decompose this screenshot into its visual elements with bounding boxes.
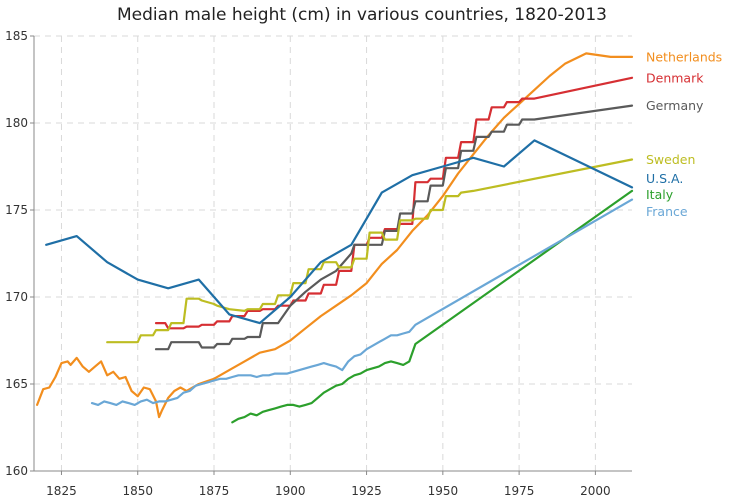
- x-tick-label: 1950: [428, 484, 459, 498]
- x-tick-label: 1825: [46, 484, 77, 498]
- y-tick-label: 160: [5, 464, 28, 478]
- series-line-france: [90, 198, 634, 406]
- x-tick-label: 2000: [580, 484, 611, 498]
- series-label-denmark: Denmark: [646, 70, 704, 85]
- grid: [34, 35, 632, 471]
- y-tick-label: 180: [5, 116, 28, 130]
- series-label-sweden: Sweden: [646, 152, 695, 167]
- series-line-denmark: [154, 76, 634, 330]
- series-line-italy: [231, 189, 634, 424]
- series-label-u-s-a: U.S.A.: [646, 171, 683, 186]
- y-tick-label: 175: [5, 203, 28, 217]
- x-tick-label: 1850: [122, 484, 153, 498]
- series-line-u-s-a: [45, 139, 634, 325]
- x-tick-label: 1900: [275, 484, 306, 498]
- chart-title: Median male height (cm) in various count…: [117, 5, 607, 25]
- series-label-france: France: [646, 204, 688, 219]
- series-lines: [36, 52, 634, 424]
- x-tick-label: 1925: [351, 484, 382, 498]
- series-line-sweden: [106, 158, 634, 344]
- x-tick-label: 1975: [504, 484, 535, 498]
- series-label-netherlands: Netherlands: [646, 49, 722, 64]
- series-label-germany: Germany: [646, 98, 704, 113]
- axes: 160 165 170 175 180 185 1825 1850 1875 1900 1925 19…: [5, 29, 632, 498]
- series-line-germany: [154, 104, 634, 351]
- series-label-italy: Italy: [646, 187, 674, 202]
- y-tick-label: 185: [5, 29, 28, 43]
- series-labels: Netherlands Denmark Germany Sweden U.S.A.Ita…: [646, 49, 722, 219]
- y-tick-label: 165: [5, 377, 28, 391]
- x-tick-label: 1875: [199, 484, 230, 498]
- y-tick-label: 170: [5, 290, 28, 304]
- series-line-netherlands: [36, 52, 634, 419]
